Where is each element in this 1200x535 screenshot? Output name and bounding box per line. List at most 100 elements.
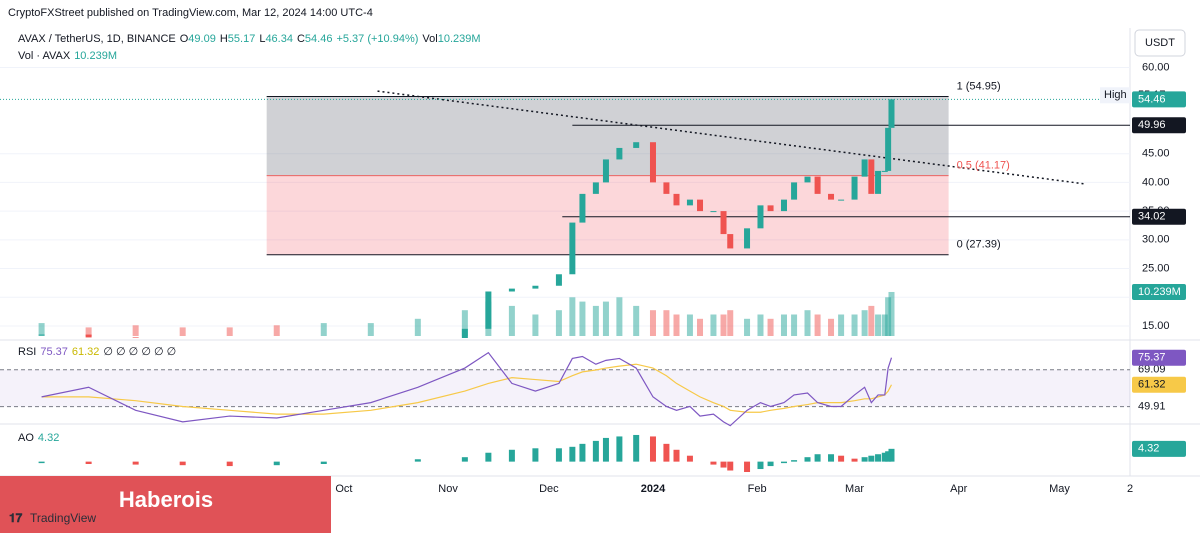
high-label-bg [1100, 87, 1130, 104]
vol-name: Vol · AVAX [18, 50, 71, 62]
ao-bar [885, 451, 892, 462]
volume-bar [851, 314, 858, 336]
volume-bar [320, 323, 327, 336]
ao-bar [602, 437, 609, 462]
ao-bar [767, 461, 774, 467]
ao-name: AO [18, 432, 34, 444]
volume-bar [861, 310, 868, 336]
volume-bar [633, 305, 640, 336]
ao-bar [720, 461, 727, 468]
volume-bar [555, 310, 562, 336]
candle [851, 176, 858, 200]
line-price-bg [1132, 208, 1186, 225]
volume-bar [38, 323, 45, 336]
x-tick-label: Feb [748, 483, 767, 495]
trendline [377, 90, 1087, 185]
ao-bar [888, 448, 895, 462]
volume-bar [592, 305, 599, 336]
candle [592, 182, 599, 194]
candle [532, 285, 539, 289]
candle [85, 334, 92, 338]
volume-bar [791, 314, 798, 336]
vol-key: Vol [422, 33, 437, 45]
candle [569, 222, 576, 275]
ao-bar [320, 461, 327, 464]
volume-bar [744, 318, 751, 336]
ohlc-value: 54.46 [305, 33, 333, 45]
ao-bar [686, 455, 693, 462]
ohlc-value: 46.34 [265, 33, 293, 45]
legend: AVAX / TetherUS, 1D, BINANCE O49.09 H55.17… [18, 33, 481, 45]
volume-bar [767, 318, 774, 336]
candle [767, 205, 774, 212]
currency-button[interactable] [1134, 29, 1186, 57]
ao-bar [226, 461, 233, 467]
ao-bar [649, 436, 656, 462]
volume-bar [868, 305, 875, 336]
change: +5.37 (+10.94%) [336, 33, 418, 45]
rsi-extras: ∅ ∅ ∅ ∅ ∅ ∅ [103, 346, 176, 358]
ao-bar [828, 454, 835, 462]
ao-bar [569, 446, 576, 462]
volume-bar [461, 310, 468, 336]
ao-bar [710, 461, 717, 465]
candle [274, 355, 280, 358]
volume-bar [532, 314, 539, 336]
candle [686, 199, 693, 206]
vol-value: 10.239M [438, 33, 481, 45]
banner-text: Haberois [119, 487, 213, 512]
x-tick-label: Nov [438, 483, 458, 495]
candle [861, 159, 868, 177]
candle [485, 291, 492, 329]
y-tick-label: 30.00 [1142, 234, 1170, 246]
high-label: High [1104, 89, 1127, 101]
volume-tag-bg [1132, 283, 1186, 300]
x-tick-label: May [1049, 483, 1070, 495]
logo-icon: 𝟏𝟕 [9, 511, 23, 525]
volume-bar [727, 310, 734, 336]
volume-bar [649, 310, 656, 336]
volume-bar [881, 314, 888, 336]
ao-bar [485, 452, 492, 462]
symbol: AVAX / TetherUS, 1D, BINANCE [18, 33, 176, 45]
volume-bar [414, 318, 421, 336]
y-tick-label: 40.00 [1142, 176, 1170, 188]
rsi-name: RSI [18, 346, 36, 358]
candle [663, 182, 670, 194]
candle [579, 193, 586, 223]
currency[interactable]: USDT [1145, 37, 1175, 49]
ao-bar [461, 457, 468, 462]
ao-tag: 4.32 [1138, 443, 1159, 455]
rsi-ma-tag-bg [1132, 376, 1186, 393]
rsi-tag: 75.37 [1138, 352, 1166, 364]
candle [791, 182, 798, 200]
price-pane [0, 67, 1130, 358]
candle [727, 234, 734, 249]
ohlc-key: C [297, 33, 305, 45]
candle [38, 334, 45, 336]
candle [881, 170, 888, 172]
logo: TradingView [30, 511, 96, 525]
last-price: 54.46 [1138, 93, 1166, 105]
vol-legend: Vol · AVAX 10.239M [18, 50, 117, 62]
ao-bar [791, 460, 798, 462]
ao-bar [38, 461, 45, 464]
candle [720, 211, 727, 235]
y-tick-label: 15.00 [1142, 320, 1170, 332]
ao-bar [633, 434, 640, 462]
volume-bar [686, 314, 693, 336]
candle [888, 99, 895, 128]
rsi-level-label: 49.91 [1138, 401, 1166, 413]
rsi-value: 75.37 [40, 346, 68, 358]
x-tick-label: Mar [845, 483, 864, 495]
rsi-level-label: 69.09 [1138, 364, 1166, 376]
fib-label: 0.5 (41.17) [957, 160, 1010, 172]
line-price: 49.96 [1138, 119, 1166, 131]
ao-bar [673, 449, 680, 462]
ao-bar [532, 448, 539, 462]
candle [616, 147, 623, 160]
volume-bar [710, 314, 717, 336]
rsi-ma-line [41, 363, 893, 415]
candle [649, 142, 656, 183]
